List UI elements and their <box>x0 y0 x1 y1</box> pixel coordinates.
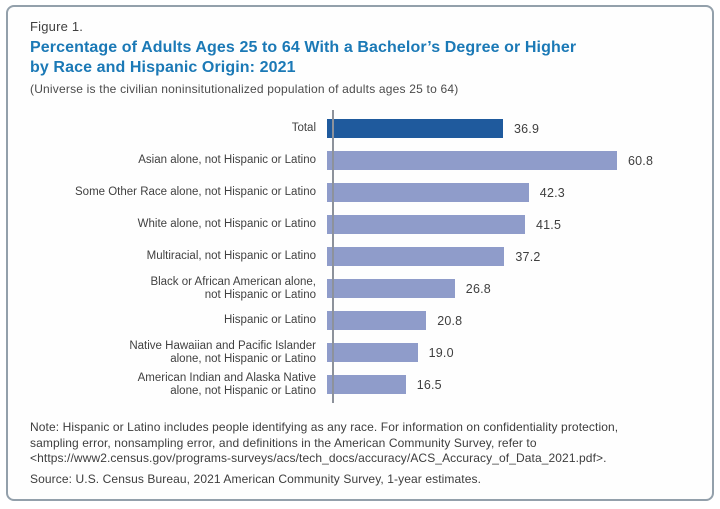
chart-row: Total 36.9 <box>30 119 688 138</box>
category-label: Asian alone, not Hispanic or Latino <box>138 154 316 166</box>
bar-track: 26.8 <box>325 279 688 298</box>
value-label: 37.2 <box>515 249 541 264</box>
bar <box>327 375 406 394</box>
note-line: sampling error, nonsampling error, and d… <box>30 435 537 450</box>
chart-row: Some Other Race alone, not Hispanic or L… <box>30 183 688 202</box>
bar <box>327 215 525 234</box>
category-label: Multiracial, not Hispanic or Latino <box>146 250 316 262</box>
bar <box>327 311 427 330</box>
chart-row: White alone, not Hispanic or Latino 41.5 <box>30 215 688 234</box>
figure-title: Percentage of Adults Ages 25 to 64 With … <box>30 38 688 78</box>
category-label: American Indian and Alaska Native alone,… <box>137 371 316 397</box>
value-label: 41.5 <box>536 217 562 232</box>
value-label: 60.8 <box>628 153 654 168</box>
chart-row: Native Hawaiian and Pacific Islander alo… <box>30 340 688 365</box>
bar <box>327 279 455 298</box>
value-label: 16.5 <box>416 377 442 392</box>
category-label: Hispanic or Latino <box>223 314 316 326</box>
figure-number-label: Figure 1. <box>30 19 84 34</box>
bar <box>327 183 529 202</box>
bar-track: 36.9 <box>325 119 688 138</box>
chart-row: Multiracial, not Hispanic or Latino 37.2 <box>30 247 688 266</box>
category-label: White alone, not Hispanic or Latino <box>137 218 316 230</box>
bar-track: 16.5 <box>325 375 688 394</box>
bar-track: 20.8 <box>325 311 688 330</box>
bar <box>327 247 505 266</box>
note-line-url: <https://www2.census.gov/programs-survey… <box>30 451 607 465</box>
bar-track: 42.3 <box>325 183 688 202</box>
figure-title-line1: Percentage of Adults Ages 25 to 64 With … <box>30 39 577 56</box>
bar-track: 60.8 <box>325 151 688 170</box>
value-label: 42.3 <box>539 185 565 200</box>
chart-row: Hispanic or Latino 20.8 <box>30 311 688 330</box>
note-text: Note: Hispanic or Latino includes people… <box>30 420 688 467</box>
category-label: Some Other Race alone, not Hispanic or L… <box>75 186 316 198</box>
bar-track: 41.5 <box>325 215 688 234</box>
chart-rows: Total 36.9 Asian alone, not Hispanic or La… <box>30 119 688 397</box>
category-label: Native Hawaiian and Pacific Islander alo… <box>129 339 316 365</box>
figure-title-line2: by Race and Hispanic Origin: 2021 <box>30 59 296 76</box>
bar <box>327 343 418 362</box>
universe-note: (Universe is the civilian noninsitutiona… <box>30 82 459 96</box>
y-axis-line <box>332 110 334 403</box>
chart-row: Asian alone, not Hispanic or Latino 60.8 <box>30 151 688 170</box>
bar-track: 19.0 <box>325 343 688 362</box>
bar-chart: Total 36.9 Asian alone, not Hispanic or La… <box>30 110 688 403</box>
value-label: 36.9 <box>514 121 540 136</box>
chart-row: Black or African American alone, not His… <box>30 276 688 301</box>
value-label: 19.0 <box>428 345 454 360</box>
value-label: 26.8 <box>465 281 491 296</box>
chart-row: American Indian and Alaska Native alone,… <box>30 372 688 397</box>
note-line: Note: Hispanic or Latino includes people… <box>30 420 619 434</box>
bar <box>327 151 617 170</box>
category-label: Total <box>291 122 316 134</box>
category-label: Black or African American alone, not His… <box>150 275 316 301</box>
source-text: Source: U.S. Census Bureau, 2021 America… <box>30 471 482 486</box>
figure-frame: Figure 1. Percentage of Adults Ages 25 t… <box>6 5 714 501</box>
bar-track: 37.2 <box>325 247 688 266</box>
bar <box>327 119 503 138</box>
value-label: 20.8 <box>437 313 463 328</box>
